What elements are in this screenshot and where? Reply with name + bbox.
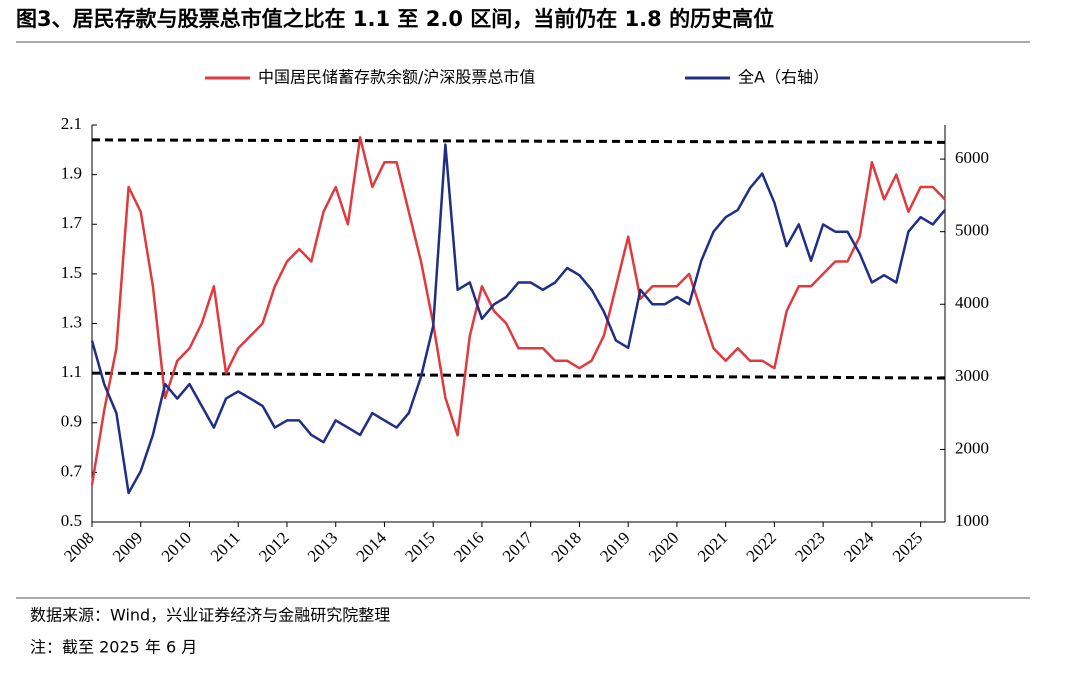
y2-tick-label: 5000: [955, 221, 989, 240]
x-tick-label: 2010: [158, 528, 195, 565]
reference-line: [91, 138, 946, 144]
reference-line: [91, 371, 946, 380]
series-line: [90, 143, 946, 495]
y-tick-label: 0.7: [61, 461, 83, 480]
y-tick-label: 2.1: [61, 114, 82, 133]
x-tick-label: 2025: [889, 528, 926, 565]
legend-label: 中国居民储蓄存款余额/沪深股票总市值: [258, 68, 535, 87]
y-tick-label: 1.3: [61, 312, 82, 331]
x-tick-label: 2018: [548, 528, 585, 565]
y2-tick-label: 1000: [955, 511, 989, 530]
x-tick-label: 2023: [791, 528, 828, 565]
source-text: 数据来源：Wind，兴业证券经济与金融研究院整理: [30, 606, 390, 625]
note-text: 注：截至 2025 年 6 月: [30, 638, 197, 657]
x-tick-label: 2017: [499, 528, 537, 566]
x-tick-label: 2024: [840, 528, 878, 566]
y2-tick-label: 2000: [955, 438, 989, 457]
y-tick-label: 0.5: [61, 511, 82, 530]
x-tick-label: 2012: [255, 528, 292, 565]
y2-tick-label: 4000: [955, 293, 989, 312]
x-tick-label: 2019: [596, 528, 633, 565]
x-tick-label: 2016: [450, 528, 487, 565]
x-tick-label: 2021: [694, 528, 731, 565]
x-tick-label: 2013: [304, 528, 341, 565]
series-line: [90, 136, 946, 486]
x-tick-label: 2020: [645, 528, 682, 565]
legend-label: 全A（右轴）: [738, 68, 829, 87]
y-tick-label: 1.1: [61, 362, 82, 381]
x-tick-label: 2011: [207, 528, 244, 565]
x-tick-label: 2015: [401, 528, 438, 565]
x-tick-label: 2009: [109, 528, 146, 565]
y-tick-label: 0.9: [61, 412, 82, 431]
y-tick-label: 1.9: [61, 164, 82, 183]
x-tick-label: 2008: [60, 528, 97, 565]
y2-tick-label: 6000: [955, 148, 989, 167]
y2-tick-label: 3000: [955, 366, 989, 385]
x-tick-label: 2022: [743, 528, 780, 565]
y-tick-label: 1.5: [61, 263, 82, 282]
y-tick-label: 1.7: [61, 213, 83, 232]
chart-title: 图3、居民存款与股票总市值之比在 1.1 至 2.0 区间，当前仍在 1.8 的…: [16, 7, 774, 31]
x-tick-label: 2014: [353, 528, 391, 566]
